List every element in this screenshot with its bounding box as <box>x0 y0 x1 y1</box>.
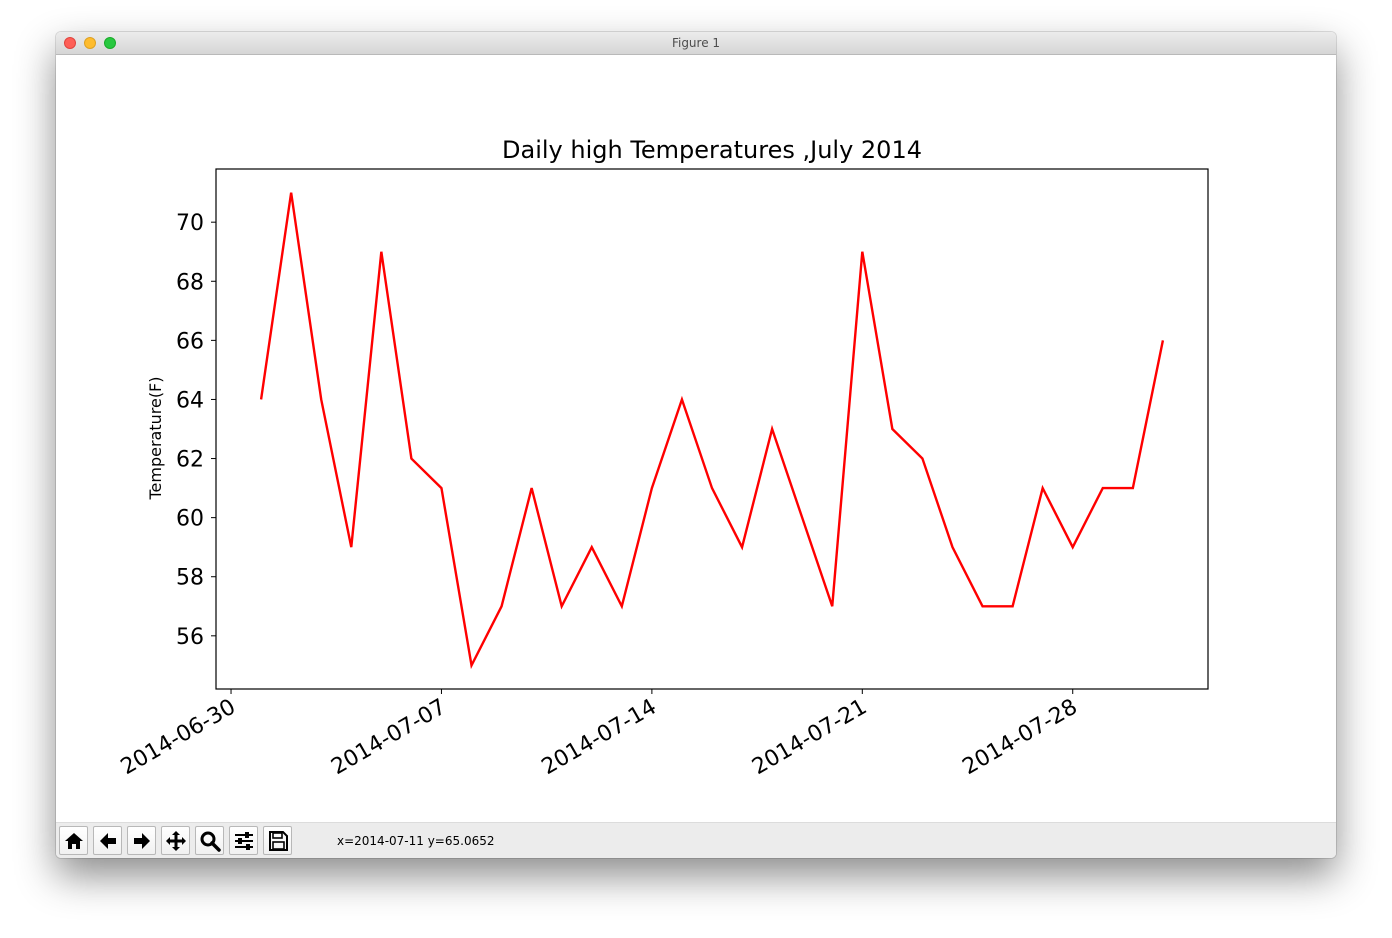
chart-title: Daily high Temperatures ,July 2014 <box>502 136 922 164</box>
y-tick-label: 62 <box>176 448 204 473</box>
plot-area-frame <box>215 168 1209 690</box>
save-button[interactable] <box>263 826 292 855</box>
x-axis-ticks: 2014-06-30 2014-07-07 2014-07-14 2014-07-21… <box>117 689 1082 780</box>
zoom-window-button[interactable] <box>104 37 116 49</box>
close-window-button[interactable] <box>64 37 76 49</box>
figure-canvas[interactable]: Daily high Temperatures ,July 2014 Tempe… <box>56 55 1336 821</box>
zoom-button[interactable] <box>195 826 224 855</box>
x-tick-label: 2014-07-07 <box>327 695 450 781</box>
y-tick-label: 66 <box>176 329 204 354</box>
navigation-toolbar: x=2014-07-11 y=65.0652 <box>56 822 1336 858</box>
y-tick-label: 64 <box>176 388 204 413</box>
pan-button[interactable] <box>161 826 190 855</box>
save-floppy-icon <box>269 831 288 851</box>
back-button[interactable] <box>93 826 122 855</box>
y-axis-ticks: 56 58 60 62 64 66 68 70 <box>176 211 216 650</box>
x-tick-label: 2014-07-28 <box>958 695 1081 781</box>
forward-arrow-icon <box>134 833 150 849</box>
y-axis-label: Temperature(F) <box>146 376 165 500</box>
subplots-sliders-icon <box>235 832 253 850</box>
y-tick-label: 58 <box>176 566 204 591</box>
subplots-button[interactable] <box>229 826 258 855</box>
pan-move-icon <box>166 831 186 851</box>
title-bar: Figure 1 <box>56 32 1336 55</box>
minimize-window-button[interactable] <box>84 37 96 49</box>
y-tick-label: 60 <box>176 507 204 532</box>
series-layer <box>259 192 1165 670</box>
home-button[interactable] <box>59 826 88 855</box>
y-tick-label: 68 <box>176 270 204 295</box>
home-icon <box>65 833 83 849</box>
x-tick-label: 2014-06-30 <box>117 695 240 781</box>
x-tick-label: 2014-07-14 <box>538 695 661 781</box>
zoom-magnifier-icon <box>200 831 221 852</box>
cursor-coordinates: x=2014-07-11 y=65.0652 <box>337 834 495 848</box>
y-tick-label: 56 <box>176 625 204 650</box>
back-arrow-icon <box>100 833 116 849</box>
forward-button[interactable] <box>127 826 156 855</box>
figure-window: Figure 1 Daily high Temperatures ,July 2… <box>56 32 1336 858</box>
line-chart: Daily high Temperatures ,July 2014 Tempe… <box>117 136 1209 780</box>
x-tick-label: 2014-07-21 <box>748 695 871 781</box>
temperature-series-line <box>259 192 1165 670</box>
y-tick-label: 70 <box>176 211 204 236</box>
window-title: Figure 1 <box>671 36 721 50</box>
